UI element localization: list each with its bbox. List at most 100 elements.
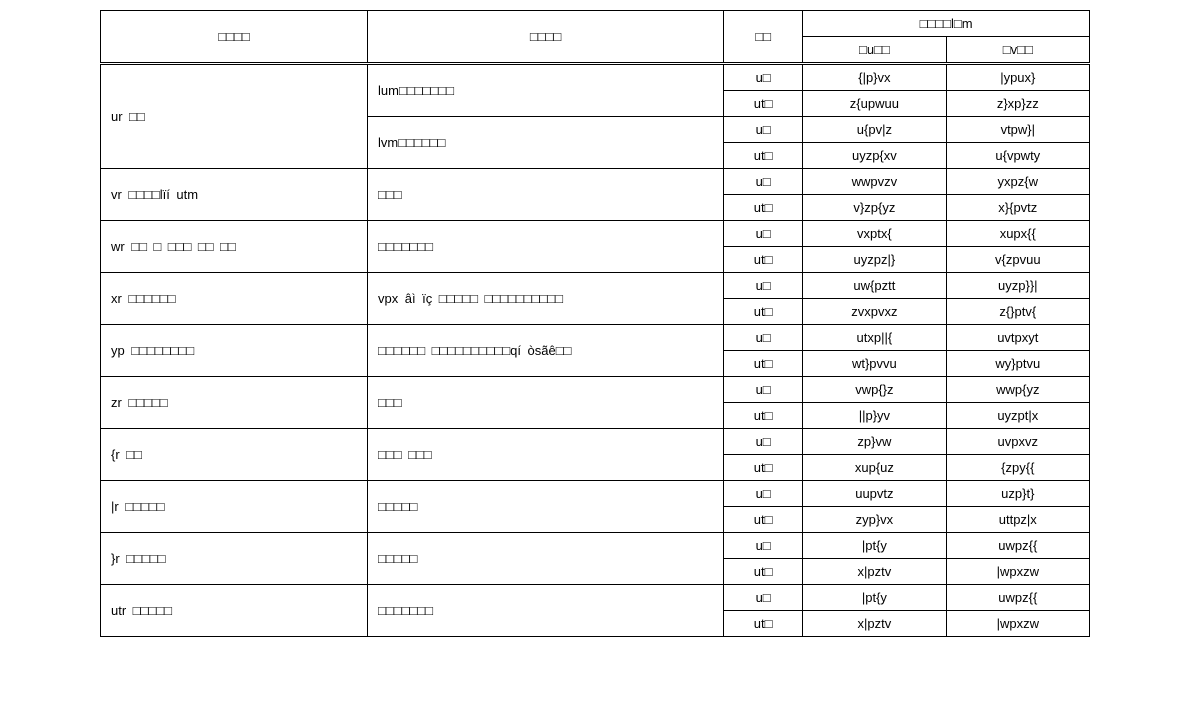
cell-unit: ut□	[724, 143, 803, 169]
table-row: zr □□□□□□□□u□vwp{}zwwp{yz	[101, 377, 1090, 403]
header-col3: □□	[724, 11, 803, 64]
cell-value-2: uwpz{{	[946, 533, 1089, 559]
cell-value-1: u{pv|z	[803, 117, 946, 143]
cell-subcategory: □□□	[368, 169, 724, 221]
cell-subcategory: □□□	[368, 377, 724, 429]
table-row: vr □□□□lïí utm□□□u□wwpvzvyxpz{w	[101, 169, 1090, 195]
table-row: {r □□□□□ □□□u□zp}vwuvpxvz	[101, 429, 1090, 455]
cell-unit: u□	[724, 429, 803, 455]
cell-unit: ut□	[724, 403, 803, 429]
cell-subcategory: lvm□□□□□□	[368, 117, 724, 169]
header-col4: □u□□	[803, 37, 946, 64]
cell-value-1: v}zp{yz	[803, 195, 946, 221]
cell-value-1: utxp||{	[803, 325, 946, 351]
cell-value-1: zyp}vx	[803, 507, 946, 533]
cell-unit: ut□	[724, 195, 803, 221]
cell-category: zr □□□□□	[101, 377, 368, 429]
cell-unit: ut□	[724, 507, 803, 533]
cell-value-1: z{upwuu	[803, 91, 946, 117]
cell-unit: ut□	[724, 455, 803, 481]
cell-value-2: yxpz{w	[946, 169, 1089, 195]
cell-unit: u□	[724, 533, 803, 559]
cell-value-2: uzp}t}	[946, 481, 1089, 507]
cell-value-2: xupx{{	[946, 221, 1089, 247]
cell-subcategory: □□□□□□ □□□□□□□□□□qí òsãê□□	[368, 325, 724, 377]
cell-value-2: |wpxzw	[946, 559, 1089, 585]
cell-value-1: xup{uz	[803, 455, 946, 481]
cell-value-2: |wpxzw	[946, 611, 1089, 637]
cell-subcategory: □□□□□□□	[368, 221, 724, 273]
cell-unit: u□	[724, 273, 803, 299]
cell-value-2: u{vpwty	[946, 143, 1089, 169]
cell-value-2: uwpz{{	[946, 585, 1089, 611]
cell-value-2: z{}ptv{	[946, 299, 1089, 325]
cell-unit: u□	[724, 117, 803, 143]
cell-value-1: uupvtz	[803, 481, 946, 507]
cell-value-1: |pt{y	[803, 533, 946, 559]
cell-value-2: x}{pvtz	[946, 195, 1089, 221]
cell-subcategory: lum□□□□□□□	[368, 64, 724, 117]
cell-value-2: |ypux}	[946, 64, 1089, 91]
cell-value-1: x|pztv	[803, 559, 946, 585]
cell-value-2: wwp{yz	[946, 377, 1089, 403]
cell-value-1: wt}pvvu	[803, 351, 946, 377]
cell-unit: ut□	[724, 611, 803, 637]
cell-value-2: z}xp}zz	[946, 91, 1089, 117]
cell-value-1: vwp{}z	[803, 377, 946, 403]
cell-subcategory: □□□□□	[368, 481, 724, 533]
cell-value-2: uvpxvz	[946, 429, 1089, 455]
cell-unit: ut□	[724, 247, 803, 273]
cell-category: ur □□	[101, 64, 368, 169]
header-col45-group: □□□□l□m	[803, 11, 1090, 37]
cell-value-1: wwpvzv	[803, 169, 946, 195]
table-body: ur □□lum□□□□□□□u□{|p}vx|ypux}ut□z{upwuuz…	[101, 64, 1090, 637]
table-row: ur □□lum□□□□□□□u□{|p}vx|ypux}	[101, 64, 1090, 91]
cell-value-2: {zpy{{	[946, 455, 1089, 481]
cell-value-1: {|p}vx	[803, 64, 946, 91]
cell-value-1: |pt{y	[803, 585, 946, 611]
cell-value-1: zp}vw	[803, 429, 946, 455]
cell-value-2: v{zpvuu	[946, 247, 1089, 273]
cell-subcategory: □□□ □□□	[368, 429, 724, 481]
header-col1: □□□□	[101, 11, 368, 64]
cell-unit: u□	[724, 377, 803, 403]
cell-value-2: wy}ptvu	[946, 351, 1089, 377]
cell-unit: u□	[724, 585, 803, 611]
table-row: xr □□□□□□vpx âì ïç □□□□□ □□□□□□□□□□u□uw{…	[101, 273, 1090, 299]
cell-category: }r □□□□□	[101, 533, 368, 585]
cell-unit: u□	[724, 169, 803, 195]
cell-category: xr □□□□□□	[101, 273, 368, 325]
cell-unit: u□	[724, 64, 803, 91]
cell-value-2: uyzpt|x	[946, 403, 1089, 429]
cell-category: yp □□□□□□□□	[101, 325, 368, 377]
cell-unit: u□	[724, 325, 803, 351]
cell-category: |r □□□□□	[101, 481, 368, 533]
cell-value-1: uw{pztt	[803, 273, 946, 299]
cell-value-1: x|pztv	[803, 611, 946, 637]
cell-unit: ut□	[724, 299, 803, 325]
cell-category: utr □□□□□	[101, 585, 368, 637]
cell-value-1: uyzpz|}	[803, 247, 946, 273]
table-row: }r □□□□□□□□□□u□|pt{yuwpz{{	[101, 533, 1090, 559]
cell-subcategory: □□□□□□□	[368, 585, 724, 637]
cell-subcategory: vpx âì ïç □□□□□ □□□□□□□□□□	[368, 273, 724, 325]
cell-value-2: uyzp}}|	[946, 273, 1089, 299]
cell-subcategory: □□□□□	[368, 533, 724, 585]
table-row: |r □□□□□□□□□□u□uupvtzuzp}t}	[101, 481, 1090, 507]
cell-value-1: uyzp{xv	[803, 143, 946, 169]
cell-unit: u□	[724, 221, 803, 247]
cell-value-2: uttpz|x	[946, 507, 1089, 533]
header-col5: □v□□	[946, 37, 1089, 64]
cell-unit: u□	[724, 481, 803, 507]
cell-category: vr □□□□lïí utm	[101, 169, 368, 221]
cell-category: wr □□ □ □□□ □□ □□	[101, 221, 368, 273]
cell-value-2: uvtpxyt	[946, 325, 1089, 351]
data-table: □□□□ □□□□ □□ □□□□l□m □u□□ □v□□ ur □□lum□…	[100, 10, 1090, 637]
table-header: □□□□ □□□□ □□ □□□□l□m □u□□ □v□□	[101, 11, 1090, 64]
table-row: utr □□□□□□□□□□□□u□|pt{yuwpz{{	[101, 585, 1090, 611]
cell-category: {r □□	[101, 429, 368, 481]
table-row: yp □□□□□□□□□□□□□□ □□□□□□□□□□qí òsãê□□u□u…	[101, 325, 1090, 351]
cell-value-1: zvxpvxz	[803, 299, 946, 325]
cell-unit: ut□	[724, 351, 803, 377]
table-row: wr □□ □ □□□ □□ □□□□□□□□□u□vxptx{xupx{{	[101, 221, 1090, 247]
